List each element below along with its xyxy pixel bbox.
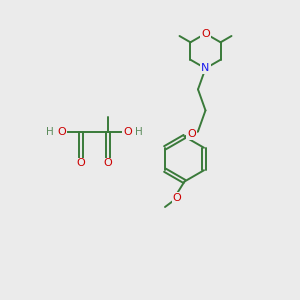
Text: N: N: [201, 63, 210, 74]
Text: O: O: [103, 158, 112, 169]
Text: O: O: [76, 158, 85, 169]
Text: H: H: [46, 127, 54, 137]
Text: O: O: [57, 127, 66, 137]
Text: O: O: [123, 127, 132, 137]
Text: H: H: [135, 127, 143, 137]
Text: O: O: [172, 193, 182, 203]
Text: O: O: [201, 28, 210, 39]
Text: O: O: [187, 129, 196, 139]
